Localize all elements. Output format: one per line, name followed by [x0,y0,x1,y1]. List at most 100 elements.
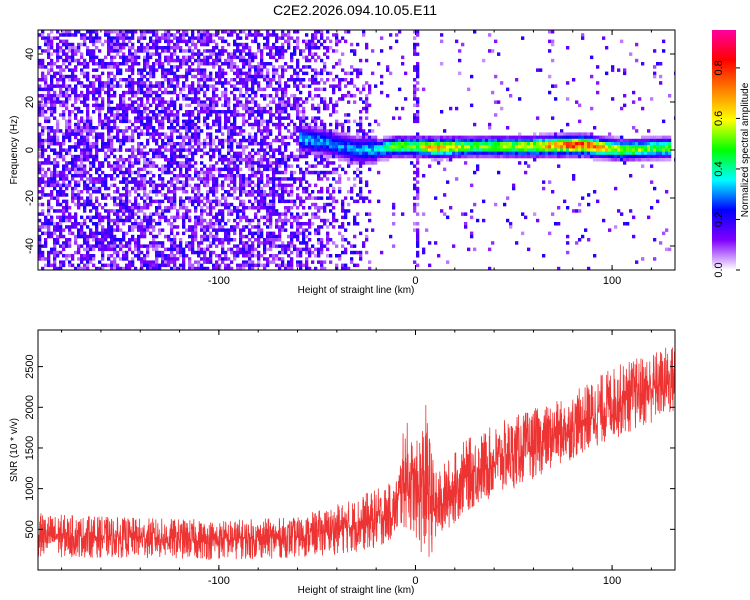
heatmap-cell [305,33,309,37]
heatmap-cell [206,170,210,175]
heatmap-cell [107,234,111,239]
heatmap-cell [161,84,165,88]
heatmap-cell [362,84,366,88]
heatmap-cell [164,113,168,117]
heatmap-cell [113,183,117,188]
heatmap-cell [101,193,105,197]
heatmap-cell [218,263,222,268]
heatmap-cell [50,30,54,34]
heatmap-cell [293,199,297,204]
heatmap-cell [143,46,147,50]
heatmap-cell [68,122,72,127]
heatmap-cell [308,39,312,44]
heatmap-cell [56,81,60,85]
heatmap-cell [302,122,306,127]
heatmap-cell [365,161,369,165]
heatmap-cell [116,148,120,152]
heatmap-cell [140,81,144,85]
heatmap-cell [77,190,81,194]
heatmap-cell [269,148,273,152]
heatmap-cell [314,158,318,162]
heatmap-cell [68,263,72,268]
heatmap-cell [116,138,120,143]
heatmap-cell [104,215,108,220]
heatmap-cell [371,158,375,162]
heatmap-cell [155,33,159,37]
heatmap-cell [341,234,345,239]
heatmap-cell [200,266,204,270]
heatmap-cell [146,90,150,95]
heatmap-cell [296,84,300,88]
heatmap-cell [275,122,279,127]
heatmap-cell [278,270,281,274]
heatmap-cell [146,247,150,252]
heatmap-cell [197,177,201,181]
heatmap-cell [176,209,180,213]
heatmap-cell [323,209,327,213]
heatmap-cell [155,222,159,226]
heatmap-cell [173,270,176,274]
heatmap-cell [137,145,141,149]
heatmap-cell [50,148,54,152]
heatmap-cell [143,161,147,165]
heatmap-cell [305,100,309,104]
heatmap-cell [260,190,264,194]
heatmap-cell [89,151,93,156]
heatmap-cell [317,196,321,200]
heatmap-cell [257,65,261,69]
heatmap-cell [248,228,252,232]
heatmap-cell [221,71,225,76]
heatmap-cell [95,135,99,140]
heatmap-cell [296,177,300,181]
heatmap-cell [77,49,81,53]
heatmap-cell [104,209,108,213]
heatmap-cell [185,97,189,101]
heatmap-cell [170,97,174,101]
heatmap-cell [92,231,96,236]
heatmap-cell [173,257,177,261]
heatmap-cell [65,55,69,60]
heatmap-cell [185,212,189,216]
heatmap-cell [137,254,141,258]
heatmap-cell [53,116,57,120]
heatmap-cell [266,209,270,213]
heatmap-cell [311,190,315,194]
heatmap-cell [245,138,249,143]
heatmap-cell [353,234,357,239]
heatmap-cell [236,132,240,136]
heatmap-cell [38,135,42,140]
heatmap-cell [107,81,111,85]
heatmap-cell [215,234,219,239]
heatmap-cell [344,215,348,220]
heatmap-cell [107,106,111,111]
heatmap-cell [158,103,162,108]
heatmap-cell [122,266,126,270]
heatmap-cell [254,212,258,216]
heatmap-cell [116,190,120,194]
heatmap-cell [305,260,309,264]
heatmap-cell [170,142,174,146]
heatmap-cell [260,241,264,245]
heatmap-cell [233,180,237,184]
heatmap-cell [308,126,312,130]
heatmap-cell [62,183,66,188]
heatmap-cell [50,161,54,165]
heatmap-cell [113,106,117,111]
heatmap-cell [296,206,300,210]
heatmap-cell [299,126,303,130]
heatmap-cell [194,225,198,229]
heatmap-cell [98,164,102,168]
heatmap-cell [92,254,96,258]
heatmap-cell [107,116,111,120]
heatmap-cell [122,158,126,162]
heatmap-cell [110,36,114,40]
heatmap-cell [299,170,303,175]
heatmap-cell [80,116,84,120]
heatmap-cell [137,234,141,239]
heatmap-cell [170,241,174,245]
heatmap-cell [359,190,363,194]
heatmap-cell [101,161,105,165]
heatmap-cell [293,46,297,50]
heatmap-cell [221,218,225,223]
heatmap-cell [59,215,63,220]
